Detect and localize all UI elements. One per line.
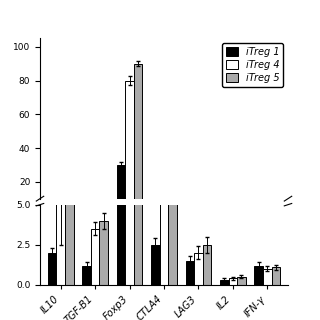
Bar: [65, 189, 74, 285]
Bar: [168, 164, 177, 285]
Bar: [116, 0, 125, 285]
Bar: [203, 245, 212, 285]
Bar: [125, 81, 134, 216]
Bar: [220, 280, 228, 285]
Bar: [168, 203, 177, 216]
Bar: [272, 267, 280, 285]
Bar: [160, 206, 168, 216]
Bar: [65, 205, 74, 216]
Bar: [272, 214, 280, 216]
Bar: [263, 269, 272, 285]
Bar: [194, 253, 203, 285]
Bar: [134, 0, 142, 285]
Bar: [228, 278, 237, 285]
Bar: [160, 192, 168, 285]
Bar: [116, 165, 125, 216]
Bar: [186, 213, 194, 216]
Bar: [100, 209, 108, 216]
Bar: [254, 213, 263, 216]
Bar: [125, 0, 134, 285]
Bar: [91, 229, 100, 285]
Bar: [228, 215, 237, 216]
Bar: [263, 214, 272, 216]
Bar: [220, 215, 228, 216]
Bar: [82, 213, 91, 216]
Bar: [151, 211, 160, 216]
Bar: [48, 253, 56, 285]
Bar: [56, 197, 65, 285]
Bar: [56, 206, 65, 216]
Bar: [151, 245, 160, 285]
Bar: [237, 277, 246, 285]
Bar: [203, 211, 212, 216]
Bar: [134, 64, 142, 216]
Bar: [100, 221, 108, 285]
Bar: [48, 212, 56, 216]
Bar: [91, 210, 100, 216]
Bar: [254, 266, 263, 285]
Legend: iTreg 1, iTreg 4, iTreg 5: iTreg 1, iTreg 4, iTreg 5: [222, 43, 283, 87]
Bar: [186, 261, 194, 285]
Bar: [194, 212, 203, 216]
Bar: [82, 266, 91, 285]
Bar: [237, 215, 246, 216]
